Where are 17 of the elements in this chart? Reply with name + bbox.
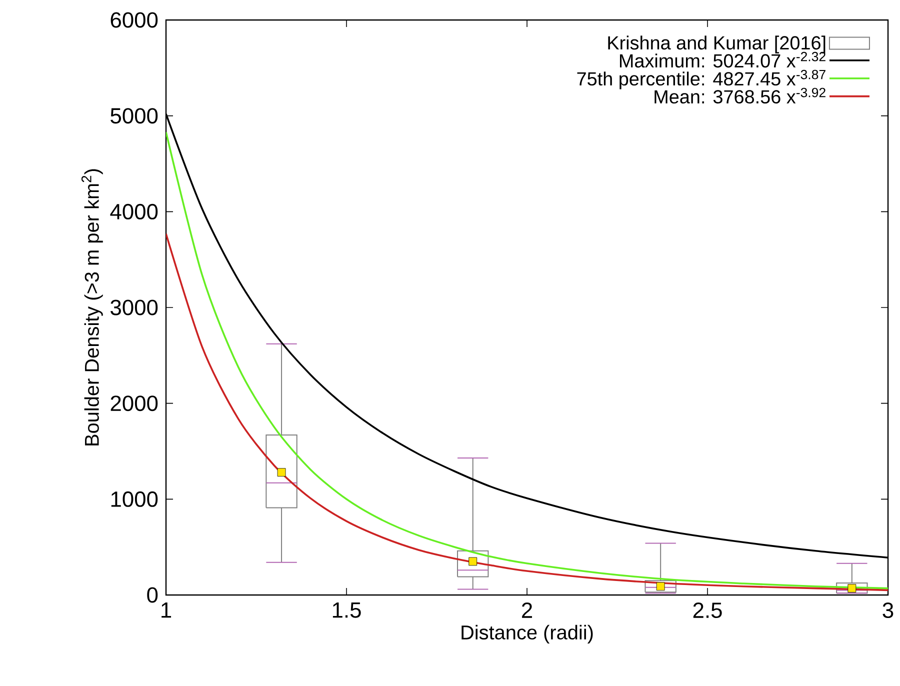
legend-label: Krishna and Kumar [2016] — [608, 36, 826, 54]
y-tick-label: 0 — [147, 587, 158, 603]
x-axis-title: Distance (radii) — [462, 624, 593, 644]
y-tick-label: 4000 — [110, 204, 158, 220]
y-tick-label: 5000 — [110, 108, 158, 124]
line-series — [166, 232, 888, 592]
y-tick-label: 1000 — [111, 491, 158, 507]
legend-label: Mean: 3768.56 x$^{-3.92}$ — [654, 88, 826, 104]
x-tick-label: 3 — [882, 602, 894, 618]
y-tick-label: 2000 — [110, 396, 158, 412]
x-tick-label: 2 — [522, 602, 532, 618]
y-axis-title: Boulder Density (>3 m per km$^{2}$) — [82, 169, 103, 446]
x-tick-label: 1 — [162, 602, 172, 618]
x-tick-label: 2.5 — [693, 602, 722, 618]
y-tick-label: 6000 — [110, 12, 158, 28]
x-tick-label: 1.5 — [332, 602, 361, 618]
y-tick-label: 3000 — [110, 300, 158, 316]
